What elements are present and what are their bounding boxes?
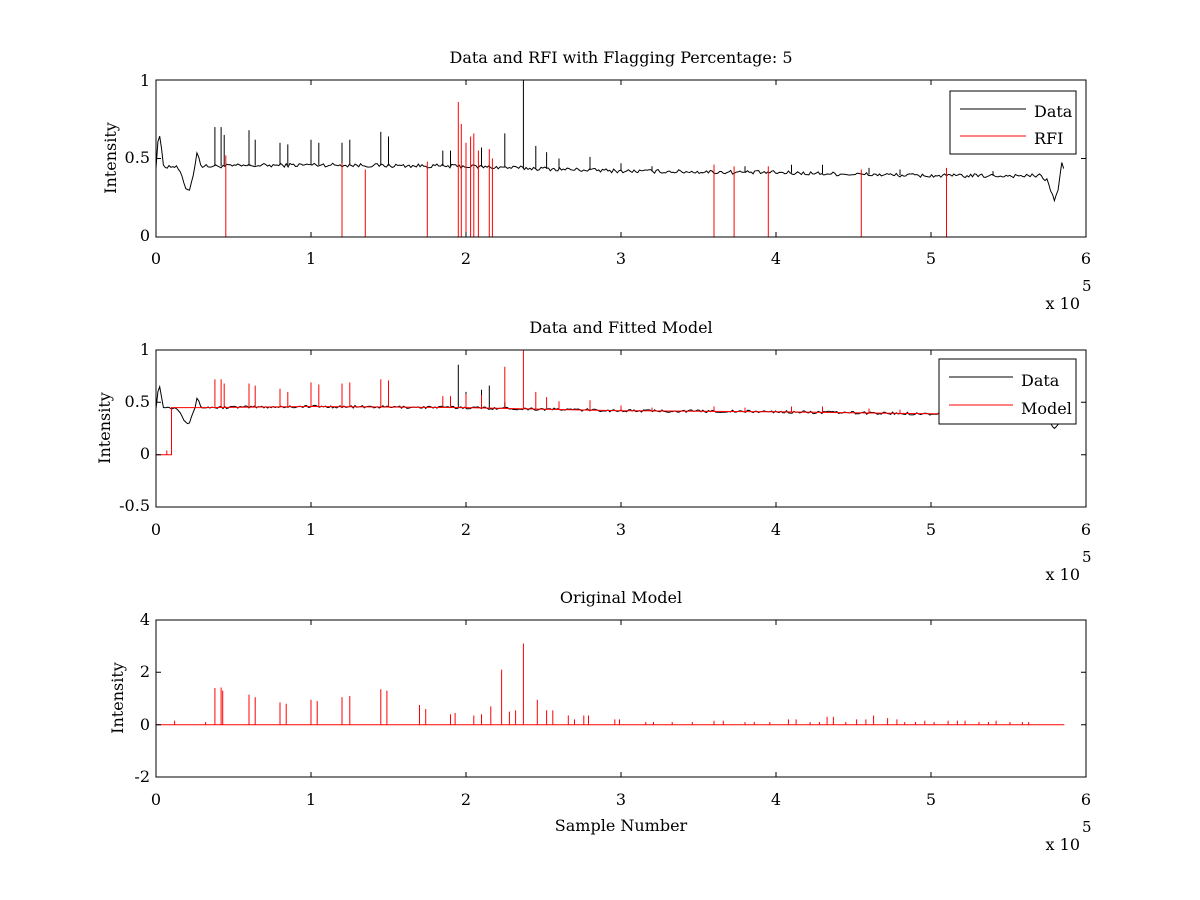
panel-1-xtick-label: 3 xyxy=(616,249,626,268)
panel-1-xtick-label: 0 xyxy=(151,249,161,268)
panel-2-ylabel: Intensity xyxy=(95,392,114,464)
panel-2-xtick-label: 3 xyxy=(616,520,626,539)
panel-2-xtick-label: 1 xyxy=(306,520,316,539)
panel-3-x-multiplier: x 10 xyxy=(1046,835,1080,854)
panel-1-x-exponent: 5 xyxy=(1082,277,1092,295)
panel-1-ytick-label: 0 xyxy=(140,226,150,245)
panel-3-title: Original Model xyxy=(560,588,682,607)
panel-1-xtick-labels: 0 1 2 3 4 5 6 xyxy=(151,249,1091,268)
panel-3: Original Model Intensity -2 0 2 4 0 1 2 … xyxy=(108,588,1092,854)
panel-3-xtick-label: 2 xyxy=(461,790,471,809)
panel-2-xtick-label: 6 xyxy=(1081,520,1091,539)
series-line-data xyxy=(155,136,1065,203)
panel-3-ytick-label: 0 xyxy=(140,715,150,734)
panel-1-plot-area xyxy=(155,80,1065,237)
panel-3-xtick-label: 1 xyxy=(306,790,316,809)
panel-3-axes-box xyxy=(155,619,1087,778)
panel-2-plot-area xyxy=(155,350,1065,456)
panel-2-xtick-label: 2 xyxy=(461,520,471,539)
panel-2-xtick-label: 5 xyxy=(926,520,936,539)
panel-3-xlabel: Sample Number xyxy=(555,816,688,835)
panel-1-ytick-label: 0.5 xyxy=(125,148,150,167)
panel-1-ytick-label: 1 xyxy=(140,71,150,90)
panel-3-ytick-label: 4 xyxy=(140,610,150,629)
panel-3-ytick-labels: -2 0 2 4 xyxy=(134,610,150,786)
panel-1-xtick-label: 6 xyxy=(1081,249,1091,268)
panel-2-legend-data-label: Data xyxy=(1021,371,1060,390)
panel-3-ytick-label: 2 xyxy=(140,662,150,681)
panel-2-x-multiplier: x 10 xyxy=(1046,565,1080,584)
panel-3-x-exponent: 5 xyxy=(1082,818,1092,836)
panel-2-ytick-labels: -0.5 0 0.5 1 xyxy=(119,340,150,515)
panel-1-legend: Data RFI xyxy=(949,90,1077,155)
panel-1-ytick-labels: 0 0.5 1 xyxy=(125,71,150,245)
panel-1-axes-box xyxy=(155,79,1087,238)
panel-1-ylabel: Intensity xyxy=(101,122,120,194)
panel-3-xtick-label: 3 xyxy=(616,790,626,809)
panel-2-legend-box xyxy=(938,358,1077,425)
panel-3-xtick-labels: 0 1 2 3 4 5 6 xyxy=(151,790,1091,809)
panel-2-legend-model-label: Model xyxy=(1021,399,1072,418)
panel-2-ytick-label: -0.5 xyxy=(119,496,150,515)
panel-2-ytick-label: 1 xyxy=(140,340,150,359)
panel-1-title: Data and RFI with Flagging Percentage: 5 xyxy=(449,48,792,67)
panel-1-x-multiplier: x 10 xyxy=(1046,294,1080,313)
panel-2-ytick-label: 0.5 xyxy=(125,392,150,411)
panel-3-plot-area xyxy=(156,643,1065,726)
series-line-model xyxy=(156,405,1065,456)
panel-3-ytick-label: -2 xyxy=(134,767,150,786)
panel-1: Data and RFI with Flagging Percentage: 5… xyxy=(101,48,1092,313)
panel-1-xtick-label: 2 xyxy=(461,249,471,268)
panel-1-legend-rfi-label: RFI xyxy=(1034,129,1063,148)
panel-2-x-exponent: 5 xyxy=(1082,548,1092,566)
panel-2-axes-box xyxy=(155,349,1087,508)
panel-3-ylabel: Intensity xyxy=(108,662,127,734)
panel-1-xtick-label: 1 xyxy=(306,249,316,268)
panel-1-legend-data-label: Data xyxy=(1034,102,1073,121)
panel-2-xtick-labels: 0 1 2 3 4 5 6 xyxy=(151,520,1091,539)
panel-2-ytick-label: 0 xyxy=(140,444,150,463)
panel-2-xtick-label: 0 xyxy=(151,520,161,539)
panel-2-title: Data and Fitted Model xyxy=(529,318,712,337)
panel-1-xtick-label: 5 xyxy=(926,249,936,268)
panel-3-xtick-label: 4 xyxy=(771,790,781,809)
panel-1-xtick-label: 4 xyxy=(771,249,781,268)
panel-2-xtick-label: 4 xyxy=(771,520,781,539)
panel-2: Data and Fitted Model Intensity -0.5 0 0… xyxy=(95,318,1092,584)
panel-1-legend-box xyxy=(949,90,1077,155)
panel-3-xtick-label: 0 xyxy=(151,790,161,809)
panel-3-xtick-label: 6 xyxy=(1081,790,1091,809)
panel-3-xtick-label: 5 xyxy=(926,790,936,809)
panel-2-legend: Data Model xyxy=(938,358,1077,425)
